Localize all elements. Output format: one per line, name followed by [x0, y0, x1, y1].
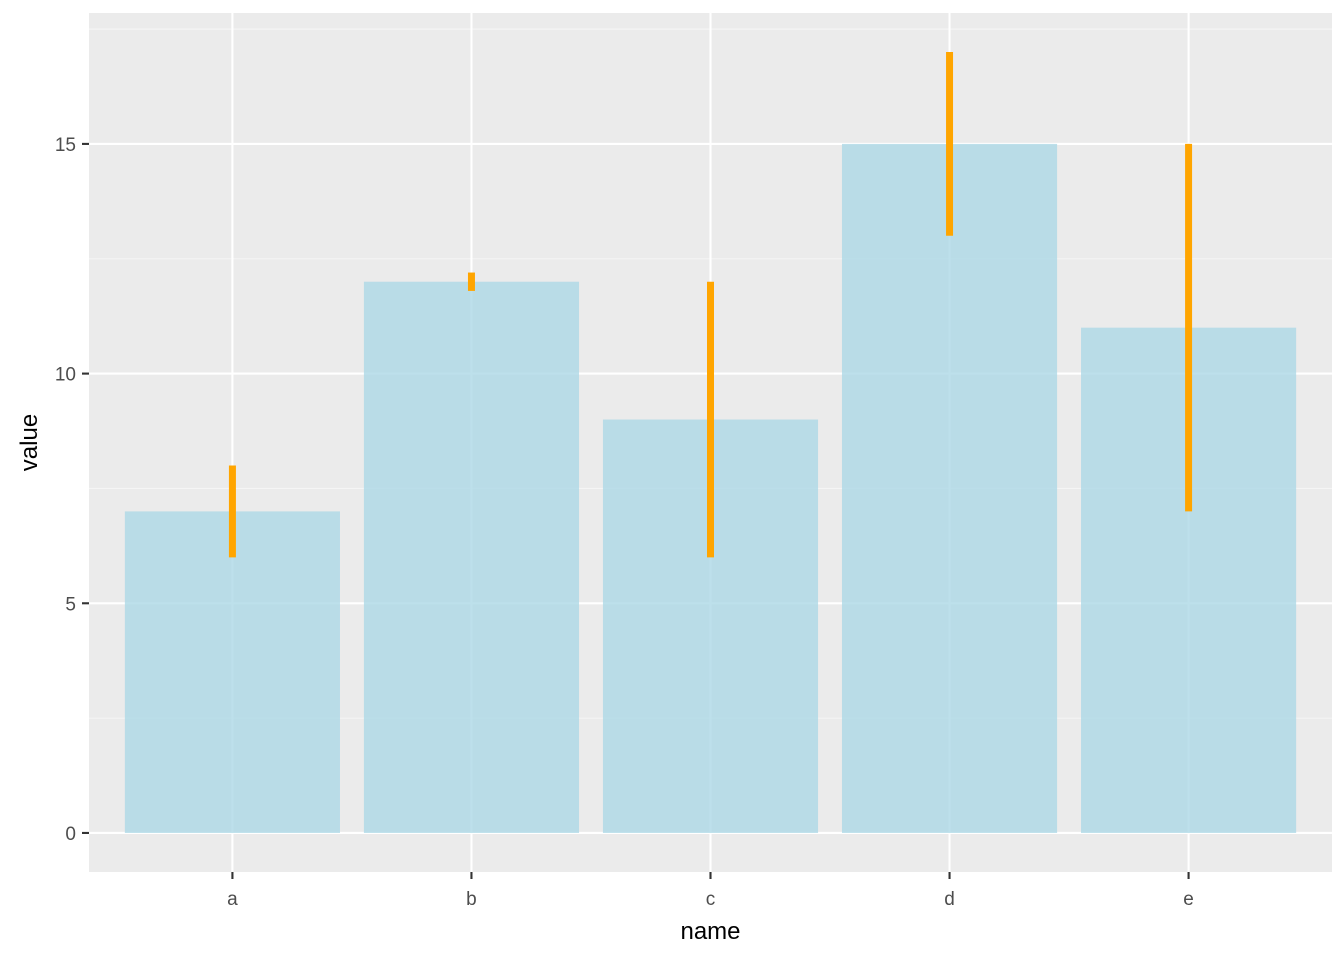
- errorbars-layer: [228, 52, 1193, 558]
- y-axis: 0 5 10 15: [55, 135, 89, 845]
- y-tick-label: 5: [65, 594, 76, 615]
- x-tick-label-b: b: [466, 889, 477, 910]
- x-tick-label-a: a: [227, 889, 238, 910]
- x-tick-label-e: e: [1183, 889, 1194, 910]
- y-tick-label: 15: [55, 135, 76, 156]
- bar-d: [841, 143, 1058, 833]
- y-tick-label: 0: [65, 824, 76, 845]
- x-axis-title: name: [680, 918, 740, 945]
- x-tick-label-c: c: [706, 889, 716, 910]
- x-tick-label-d: d: [944, 889, 955, 910]
- x-axis: a b c d e: [227, 872, 1194, 910]
- bar-a: [124, 511, 340, 833]
- y-tick-label: 10: [55, 365, 76, 386]
- y-axis-title: value: [16, 414, 43, 471]
- bar-b: [363, 281, 580, 833]
- bars-layer: [124, 143, 1297, 833]
